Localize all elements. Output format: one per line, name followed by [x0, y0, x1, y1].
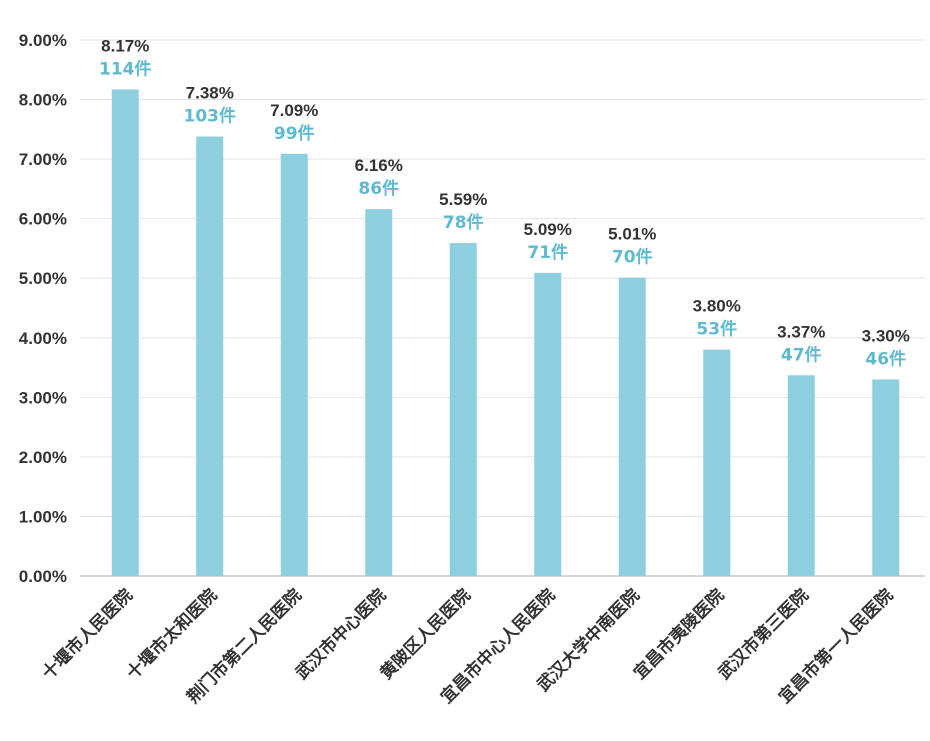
y-tick-label: 4.00%: [19, 329, 67, 348]
bar: [280, 153, 308, 577]
data-label-percent: 7.09%: [270, 101, 318, 120]
x-tick-label: 黄陂区人民医院: [376, 585, 475, 684]
data-label-count: 70件: [612, 247, 653, 268]
data-label-percent: 5.59%: [439, 190, 487, 209]
bar: [703, 349, 731, 576]
data-label-count: 71件: [527, 242, 568, 263]
data-label-count: 86件: [358, 178, 399, 199]
y-tick-label: 2.00%: [19, 448, 67, 467]
bar: [618, 277, 646, 576]
bar: [111, 89, 139, 576]
data-label-percent: 3.37%: [777, 322, 825, 341]
data-label-count: 78件: [443, 212, 484, 233]
y-tick-label: 7.00%: [19, 150, 67, 169]
data-label-count: 47件: [781, 344, 822, 365]
x-tick-label: 宜昌市夷陵医院: [629, 585, 728, 684]
data-label-percent: 5.01%: [608, 225, 656, 244]
x-tick-label: 武汉市中心医院: [291, 585, 390, 684]
bar: [872, 379, 900, 576]
y-tick-label: 3.00%: [19, 388, 67, 407]
x-tick-label: 十堰市人民医院: [38, 585, 137, 684]
bar: [787, 375, 815, 576]
data-label-percent: 8.17%: [101, 36, 149, 55]
data-label-percent: 5.09%: [524, 220, 572, 239]
data-label-percent: 7.38%: [186, 83, 234, 102]
y-tick-label: 0.00%: [19, 567, 67, 586]
y-tick-label: 9.00%: [19, 31, 67, 50]
x-tick-label: 武汉市第三医院: [714, 585, 813, 684]
data-label-count: 99件: [274, 123, 315, 144]
bar: [365, 209, 393, 577]
y-tick-label: 5.00%: [19, 269, 67, 288]
data-label-count: 46件: [865, 348, 906, 369]
bar: [534, 272, 562, 576]
data-label-percent: 6.16%: [355, 156, 403, 175]
data-label-percent: 3.30%: [862, 326, 910, 345]
data-label-percent: 3.80%: [693, 297, 741, 316]
bar: [449, 243, 477, 576]
x-tick-label: 十堰市太和医院: [122, 585, 221, 684]
data-label-count: 114件: [99, 58, 152, 79]
data-label-count: 53件: [696, 319, 737, 340]
y-tick-label: 1.00%: [19, 507, 67, 526]
y-tick-label: 6.00%: [19, 210, 67, 229]
bar: [196, 136, 224, 577]
data-label-count: 103件: [184, 105, 237, 126]
y-tick-label: 8.00%: [19, 91, 67, 110]
